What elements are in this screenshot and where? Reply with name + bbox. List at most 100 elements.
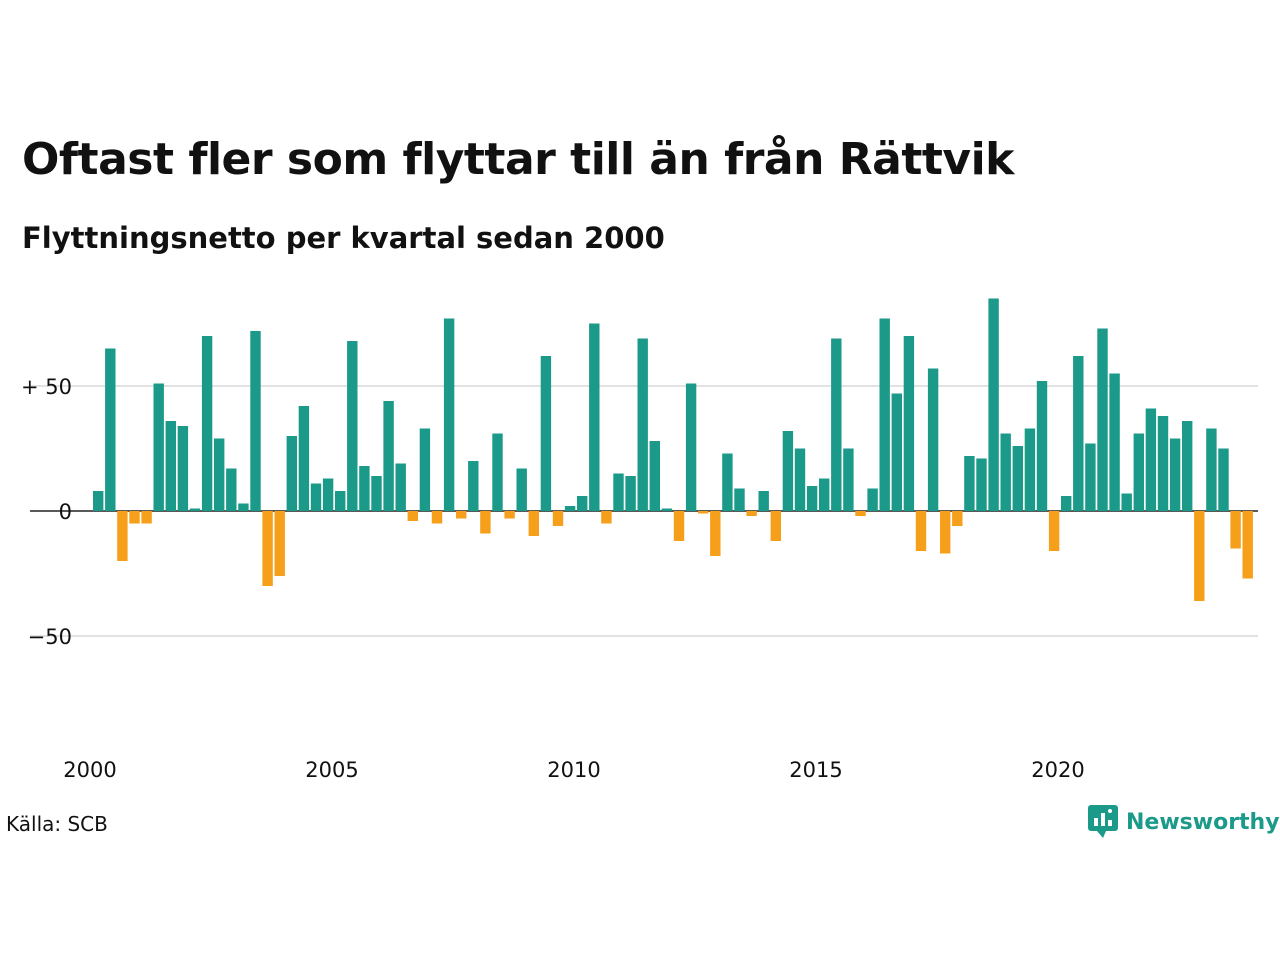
axis-labels: + 50 0 −50 2000 2005 2010 2015 2020 (21, 375, 1085, 782)
bar (746, 511, 757, 516)
bar (673, 511, 685, 541)
bar (903, 336, 915, 511)
bar (806, 486, 818, 511)
y-tick-label: 0 (59, 500, 72, 524)
bar (976, 458, 987, 511)
y-tick-label: −50 (28, 625, 72, 649)
bar (201, 336, 213, 511)
newsworthy-logo: Newsworthy (1088, 804, 1280, 840)
bar (310, 483, 322, 511)
bar (238, 503, 249, 511)
bar (1024, 428, 1036, 511)
bar (141, 511, 152, 524)
bar (214, 438, 225, 511)
bar (770, 511, 781, 541)
bar (528, 511, 539, 536)
newsworthy-logo-icon (1088, 805, 1118, 838)
bar (661, 508, 673, 511)
bar (698, 511, 709, 514)
bar (1182, 421, 1193, 511)
bar (685, 383, 697, 511)
bar (286, 436, 297, 511)
bar (1061, 496, 1072, 511)
bar (359, 466, 370, 511)
bar (794, 448, 806, 511)
bar (93, 491, 104, 511)
bar (262, 511, 273, 586)
bar (1085, 443, 1096, 511)
bar (540, 356, 552, 511)
bar (419, 428, 431, 511)
bar (468, 461, 479, 511)
bar (625, 476, 636, 511)
bar (1218, 448, 1229, 511)
y-tick-label: + 50 (21, 375, 72, 399)
bar (601, 511, 612, 524)
bar (577, 496, 588, 511)
chart-title: Oftast fler som flyttar till än från Rät… (22, 134, 1014, 185)
bar (927, 368, 939, 511)
bar (1000, 433, 1011, 511)
bar (710, 511, 721, 556)
bar (516, 468, 527, 511)
bar (855, 511, 866, 516)
x-tick-label: 2000 (63, 758, 116, 782)
bar (383, 401, 394, 511)
bar (480, 511, 491, 534)
bar (915, 511, 927, 551)
bar-chart: + 50 0 −50 2000 2005 2010 2015 2020 (21, 298, 1258, 782)
bar (952, 511, 963, 526)
bar (843, 448, 854, 511)
bar (722, 453, 733, 511)
bar (758, 491, 769, 511)
bar (879, 318, 890, 511)
bar (1242, 511, 1253, 579)
bar (347, 341, 358, 511)
bar (1206, 428, 1217, 511)
bars (93, 298, 1253, 601)
bar (1230, 511, 1241, 549)
bar (189, 508, 201, 511)
bar (431, 511, 443, 524)
bar (456, 511, 467, 519)
bar (492, 433, 503, 511)
bar (1012, 446, 1023, 511)
bar (782, 431, 794, 511)
bar (637, 338, 648, 511)
bar (1194, 511, 1205, 601)
bar (964, 456, 975, 511)
x-tick-label: 2020 (1031, 758, 1084, 782)
bar (1121, 493, 1132, 511)
bar (335, 491, 346, 511)
bar (407, 511, 418, 521)
bar (395, 463, 406, 511)
bar (298, 406, 310, 511)
bar (1145, 408, 1157, 511)
bar (589, 323, 600, 511)
bar (1169, 438, 1181, 511)
bar (504, 511, 515, 519)
bar (117, 511, 128, 561)
bar (867, 488, 878, 511)
bar (274, 511, 285, 576)
x-tick-label: 2015 (789, 758, 842, 782)
bar (105, 348, 116, 511)
bar (1157, 416, 1169, 511)
bar (988, 298, 999, 511)
bar (552, 511, 564, 526)
bar (165, 421, 176, 511)
bar (940, 511, 951, 554)
bar (819, 478, 830, 511)
bar (613, 473, 624, 511)
x-tick-label: 2005 (305, 758, 358, 782)
bar (226, 468, 237, 511)
bar (443, 318, 455, 511)
bar (1133, 433, 1144, 511)
bar (250, 331, 261, 511)
bar (177, 426, 189, 511)
bar (1048, 511, 1060, 551)
bar (1097, 328, 1108, 511)
bar (153, 383, 164, 511)
bar (322, 478, 334, 511)
bar (734, 488, 745, 511)
